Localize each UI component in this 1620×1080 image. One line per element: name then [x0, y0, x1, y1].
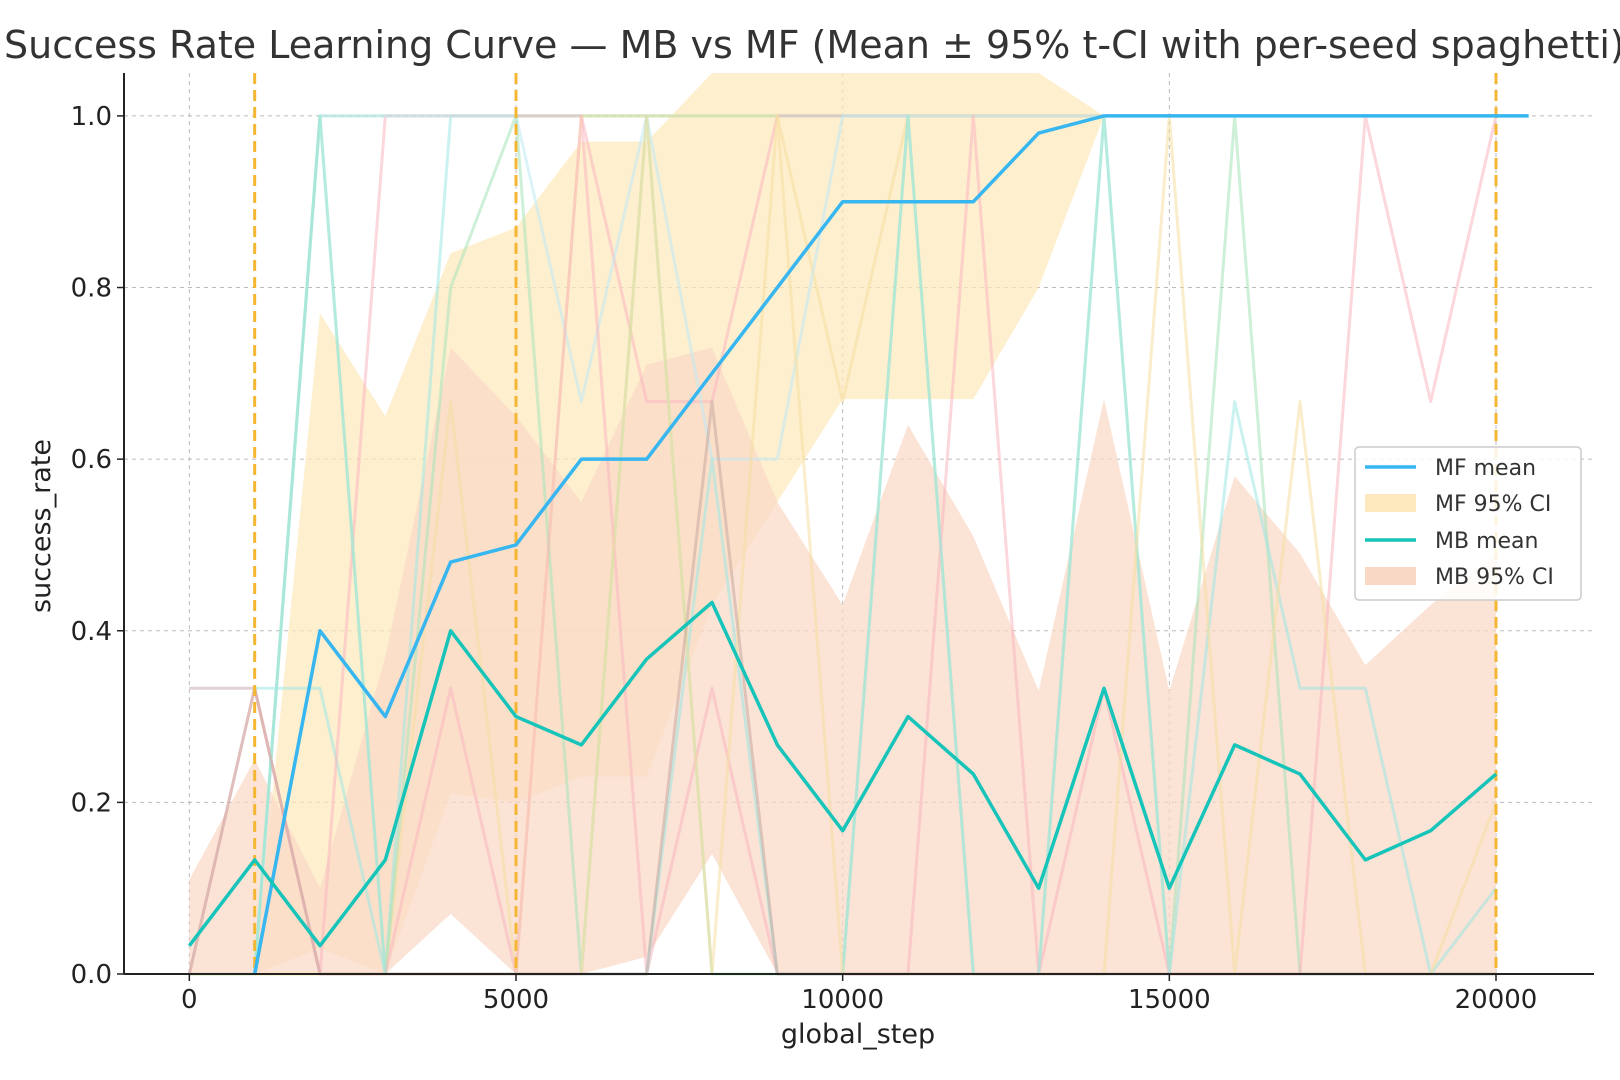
x-tick-label-1: 5000 — [483, 985, 549, 1015]
y-tick-label-4: 0.8 — [71, 274, 112, 304]
y-axis-label: success_rate — [26, 439, 57, 613]
legend: MF mean MF 95% CI MB mean MB 95% CI — [1354, 446, 1582, 601]
x-tick-label-3: 15000 — [1128, 985, 1211, 1015]
mf-mean-line — [252, 114, 1529, 975]
legend-swatch-mb-ci — [1365, 567, 1416, 585]
legend-label-mf-mean: MF mean — [1435, 456, 1536, 481]
axes — [117, 73, 1594, 981]
x-axis-label: global_step — [781, 1019, 935, 1050]
tick-labels: 0 5000 10000 15000 20000 0.0 0.2 0.4 0.6 0.8 1.0 — [71, 102, 1538, 1015]
mean-lines — [187, 114, 1529, 975]
legend-label-mf-ci: MF 95% CI — [1435, 492, 1551, 517]
y-tick-label-1: 0.2 — [71, 788, 112, 818]
mb-mean-line — [187, 600, 1498, 948]
y-tick-label-0: 0.0 — [71, 960, 112, 990]
x-tick-label-4: 20000 — [1455, 985, 1538, 1015]
legend-swatch-mf-ci — [1365, 494, 1416, 512]
legend-label-mb-ci: MB 95% CI — [1435, 565, 1554, 590]
x-tick-label-0: 0 — [181, 985, 198, 1015]
y-tick-label-5: 1.0 — [71, 102, 112, 132]
legend-frame — [1354, 446, 1582, 601]
y-tick-label-2: 0.4 — [71, 617, 112, 647]
x-tick-label-2: 10000 — [801, 985, 884, 1015]
y-tick-label-3: 0.6 — [71, 445, 112, 475]
chart-title: Success Rate Learning Curve — MB vs MF (… — [4, 23, 1620, 67]
legend-label-mb-mean: MB mean — [1435, 529, 1538, 554]
